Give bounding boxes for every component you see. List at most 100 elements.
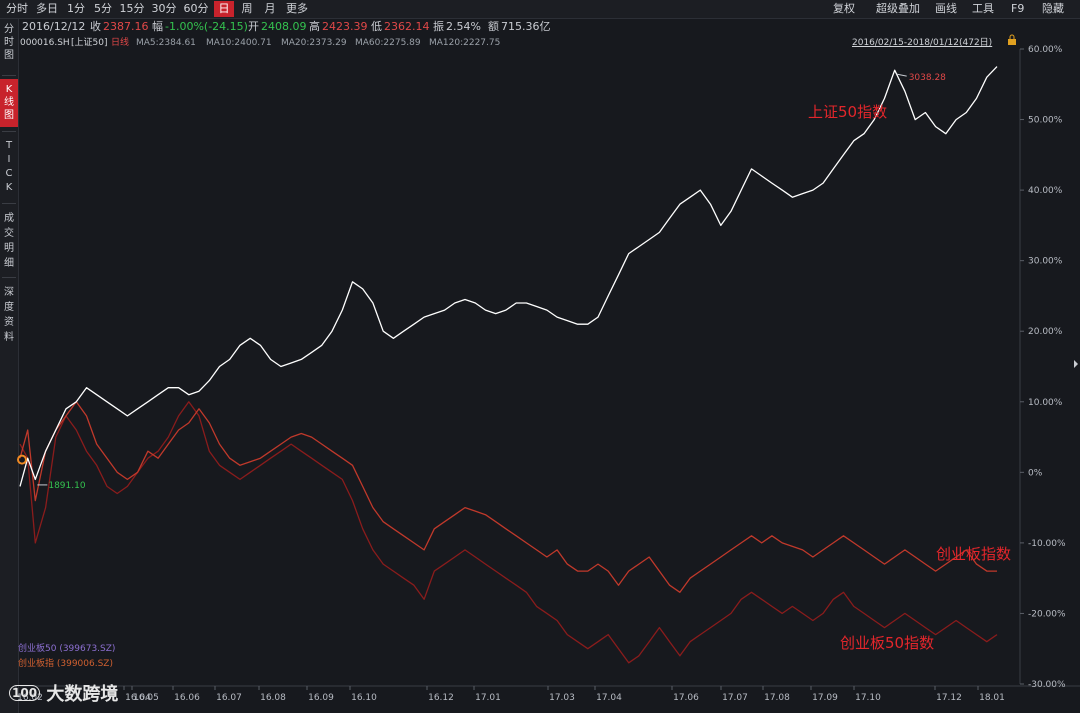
period-tab-multiday[interactable]: 多日	[36, 2, 58, 15]
annotation-sz50: 上证50指数	[808, 103, 887, 121]
quote-date: 2016/12/12	[22, 20, 86, 33]
period-tab-more[interactable]: 更多	[286, 2, 308, 15]
x-tick-label: 17.07	[722, 693, 748, 703]
max-pointer	[896, 73, 907, 77]
period-tab-30min[interactable]: 30分	[151, 2, 177, 15]
sidebar-item-label: 分时图	[4, 24, 14, 61]
quote-info-bar: 2016/12/12 收 2387.16 幅 -1.00%(-24.15) 开 …	[0, 19, 1080, 35]
period-tab-day[interactable]: 日	[214, 1, 234, 17]
index-name: [上证50]	[71, 38, 108, 48]
sidebar-item-fenshi[interactable]: 分时图	[0, 23, 18, 71]
x-tick-label: 17.01	[475, 693, 501, 703]
x-tick-label: 16.08	[260, 693, 286, 703]
ma5-value: MA5:2384.61	[136, 38, 196, 48]
logo-mark: 100	[9, 685, 41, 701]
x-tick-label: 17.09	[812, 693, 838, 703]
watermark-logo: 100 大数跨境	[9, 680, 119, 705]
sidebar-item-tick[interactable]: TICK	[0, 139, 18, 199]
low-value: 2362.14	[384, 20, 430, 33]
x-tick-label: 17.06	[673, 693, 699, 703]
annotation-cyb50: 创业板50指数	[840, 634, 934, 652]
y-tick-label: 10.00%	[1028, 398, 1063, 408]
x-tick-label: 16.10	[351, 693, 377, 703]
y-tick-label: -30.00%	[1028, 680, 1066, 690]
expand-arrow-icon	[1074, 360, 1078, 368]
max-value-label: 3038.28	[909, 73, 946, 83]
high-value: 2423.39	[322, 20, 368, 33]
x-tick-label: 17.12	[936, 693, 962, 703]
start-marker	[17, 454, 27, 465]
series-line-sz50	[19, 66, 998, 487]
x-tick-label: 16.04	[125, 693, 151, 703]
sidebar-item-f10[interactable]: 深度资料	[0, 285, 18, 347]
close-value: 2387.16	[103, 20, 149, 33]
sidebar-item-kline[interactable]: K线图	[0, 79, 18, 127]
ma10-value: MA10:2400.71	[206, 38, 272, 48]
y-tick-label: 30.00%	[1028, 257, 1063, 267]
ma60-value: MA60:2275.89	[355, 38, 421, 48]
y-tick-label: -10.00%	[1028, 539, 1066, 549]
y-tick-label: 20.00%	[1028, 327, 1063, 337]
period-tab-1min[interactable]: 1分	[67, 2, 85, 15]
annotation-cyb: 创业板指数	[936, 545, 1011, 563]
f9-button[interactable]: F9	[1011, 2, 1025, 15]
low-label: 低	[371, 20, 382, 33]
x-tick-label: 17.04	[596, 693, 622, 703]
amp-value: 2.54%	[446, 20, 481, 33]
sidebar-item-label: TICK	[5, 140, 13, 193]
amount-label: 额	[488, 20, 499, 33]
ma120-value: MA120:2227.75	[429, 38, 501, 48]
close-label: 收	[90, 20, 101, 33]
y-tick-label: 40.00%	[1028, 186, 1063, 196]
open-label: 开	[248, 20, 259, 33]
period-tab-5min[interactable]: 5分	[94, 2, 112, 15]
x-tick-label: 16.06	[174, 693, 200, 703]
left-sidebar: 分时图 K线图 TICK 成交明细 深度资料	[0, 19, 19, 713]
overlay-button[interactable]: 超级叠加	[876, 2, 920, 15]
legend-series-1: 创业板50 (399673.SZ)	[18, 644, 116, 654]
amount-value: 715.36亿	[501, 20, 551, 33]
x-tick-label: 17.03	[549, 693, 575, 703]
high-label: 高	[309, 20, 320, 33]
change-label: 幅	[152, 20, 163, 33]
x-tick-label: 16.12	[428, 693, 454, 703]
y-tick-label: -20.00%	[1028, 609, 1066, 619]
sidebar-item-label: 成交明细	[4, 213, 14, 269]
period-tab-week[interactable]: 周	[241, 2, 253, 15]
x-tick-label: 17.10	[855, 693, 881, 703]
ma20-value: MA20:2373.29	[281, 38, 347, 48]
y-tick-label: 60.00%	[1028, 45, 1063, 55]
hide-button[interactable]: 隐藏	[1042, 2, 1064, 15]
period-tab-month[interactable]: 月	[264, 2, 276, 15]
legend-series-2: 创业板指 (399006.SZ)	[18, 659, 113, 669]
period-toolbar: 分时 多日 1分 5分 15分 30分 60分 日 周 月 更多 复权 超级叠加…	[0, 0, 1080, 19]
period-tab-fenshi[interactable]: 分时	[6, 2, 28, 15]
x-tick-label: 16.02	[17, 693, 43, 703]
draw-button[interactable]: 画线	[935, 2, 957, 15]
x-tick-label: 18.01	[979, 693, 1005, 703]
date-range[interactable]: 2016/02/15-2018/01/12(472日)	[852, 38, 993, 48]
period-tab-15min[interactable]: 15分	[119, 2, 145, 15]
y-tick-label: 50.00%	[1028, 116, 1063, 126]
x-tick-label: 16.09	[308, 693, 334, 703]
lock-shackle-icon	[1009, 34, 1015, 39]
tools-button[interactable]: 工具	[972, 2, 994, 15]
adjust-button[interactable]: 复权	[833, 2, 855, 15]
period-label: 日线	[111, 38, 130, 48]
sidebar-item-trades[interactable]: 成交明细	[0, 211, 18, 273]
change-value: -1.00%(-24.15)	[165, 20, 248, 33]
series-line-cyb	[19, 401, 997, 593]
min-value-label: 1891.10	[48, 481, 85, 491]
period-tab-60min[interactable]: 60分	[183, 2, 209, 15]
x-tick-label: 17.08	[764, 693, 790, 703]
open-value: 2408.09	[261, 20, 307, 33]
x-tick-label: 16.07	[216, 693, 242, 703]
logo-text: 大数跨境	[46, 684, 119, 705]
x-tick-label: 16.05	[133, 693, 159, 703]
lock-icon	[1008, 39, 1016, 45]
ma-bar: 000016.SH [上证50] 日线 MA5:2384.61 MA10:240…	[0, 36, 1080, 50]
sidebar-item-label: 深度资料	[4, 287, 14, 343]
series-line-cyb50	[19, 401, 998, 664]
y-tick-label: 0%	[1028, 468, 1043, 478]
